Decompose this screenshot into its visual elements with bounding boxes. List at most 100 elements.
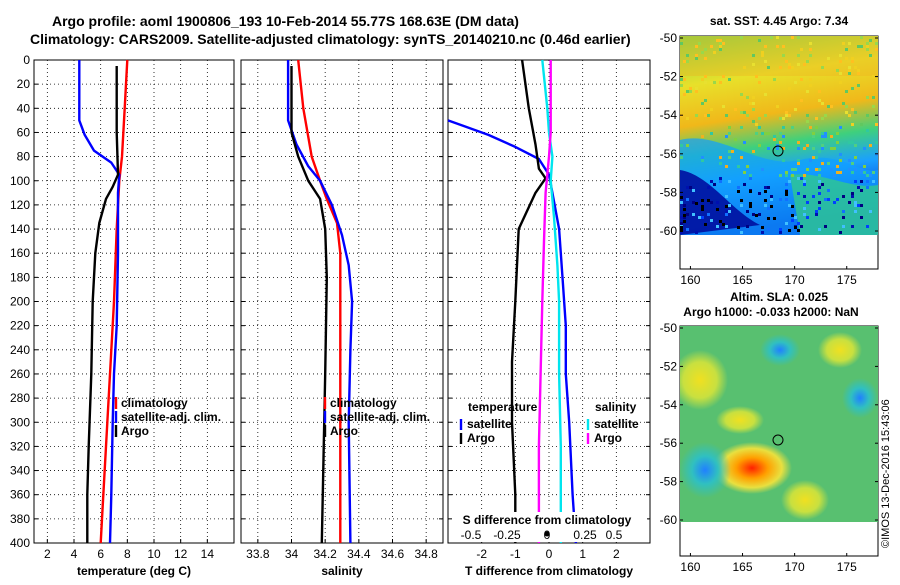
sst-pixel — [875, 123, 878, 126]
sst-pixel — [797, 159, 800, 162]
sst-pixel — [755, 132, 758, 135]
sst-pixel — [740, 156, 743, 159]
sst-pixel — [680, 156, 683, 159]
x-tick-label: 1 — [579, 547, 586, 561]
y-tick-label: 100 — [10, 174, 30, 188]
y-tick-label: 260 — [10, 367, 30, 381]
sst-pixel — [773, 78, 776, 81]
sst-pixel — [794, 108, 797, 111]
sst-pixel — [773, 138, 776, 141]
sst-pixel — [695, 45, 698, 48]
x-axis-label: T difference from climatology — [465, 564, 633, 578]
y-tick-label: 280 — [10, 391, 30, 405]
sst-pixel — [710, 132, 713, 135]
x-tick-label: 2 — [44, 547, 51, 561]
sst-pixel — [797, 63, 800, 66]
sst-pixel — [761, 168, 764, 171]
sst-pixel — [788, 180, 791, 183]
sst-pixel — [686, 117, 689, 120]
sst-pixel — [680, 201, 683, 204]
sla-anomaly-blob — [760, 334, 800, 366]
sst-pixel — [782, 135, 785, 138]
sst-pixel — [764, 114, 767, 117]
sst-pixel — [785, 183, 788, 186]
sst-pixel — [806, 144, 809, 147]
sst-pixel — [818, 186, 821, 189]
sst-pixel — [875, 42, 878, 45]
sst-pixel — [872, 171, 875, 174]
sst-pixel — [803, 207, 806, 210]
sst-pixel — [788, 63, 791, 66]
sst-pixel — [680, 226, 683, 229]
sst-pixel — [698, 42, 701, 45]
sst-pixel — [686, 54, 689, 57]
sst-pixel — [746, 165, 749, 168]
sst-pixel — [785, 171, 788, 174]
sst-pixel — [719, 177, 722, 180]
sst-pixel — [749, 177, 752, 180]
sst-pixel — [713, 81, 716, 84]
y-tick-label: 160 — [10, 246, 30, 260]
sst-pixel — [806, 201, 809, 204]
sst-pixel — [725, 135, 728, 138]
sst-pixel — [734, 108, 737, 111]
sst-pixel — [779, 228, 782, 231]
x-tick-label: -1 — [510, 547, 521, 561]
sst-pixel — [764, 93, 767, 96]
sst-pixel — [827, 198, 830, 201]
sst-pixel — [860, 123, 863, 126]
sst-pixel — [737, 190, 740, 193]
sst-map: sat. SST: 4.45 Argo: 7.34 -50 -52 -54 -56 -5… — [660, 14, 879, 287]
sst-pixel — [797, 147, 800, 150]
y-tick-label: 60 — [17, 125, 31, 139]
map-y-tick-label: -58 — [660, 475, 678, 489]
sst-pixel — [854, 180, 857, 183]
sst-pixel — [764, 132, 767, 135]
sst-pixel — [776, 45, 779, 48]
legend-label: satellite — [467, 417, 512, 431]
y-tick-label: 180 — [10, 270, 30, 284]
sst-pixel — [863, 171, 866, 174]
sst-pixel — [836, 171, 839, 174]
sst-pixel — [701, 78, 704, 81]
sst-pixel — [704, 81, 707, 84]
sst-pixel — [761, 226, 764, 229]
sst-pixel — [851, 141, 854, 144]
sst-pixel — [836, 69, 839, 72]
sst-pixel — [821, 162, 824, 165]
sst-pixel — [719, 180, 722, 183]
sst-pixel — [848, 168, 851, 171]
x-tick-label: -2 — [476, 547, 487, 561]
series-salinity-argo — [537, 60, 552, 543]
sst-pixel — [728, 78, 731, 81]
sst-pixel — [695, 114, 698, 117]
sst-pixel — [836, 132, 839, 135]
sst-pixel — [743, 66, 746, 69]
sst-pixel — [833, 147, 836, 150]
sla-map-subtitle: Argo h1000: -0.033 h2000: NaN — [683, 305, 858, 319]
sst-pixel — [779, 141, 782, 144]
sst-pixel — [866, 225, 869, 228]
legend-label: satellite-adj. clim. — [121, 410, 221, 424]
sst-argo-marker — [772, 145, 784, 157]
secondary-axis-label: S difference from climatology — [463, 513, 632, 527]
sst-pixel — [821, 183, 824, 186]
plot-frame — [33, 59, 235, 544]
sst-pixel — [779, 174, 782, 177]
y-tick-label: 80 — [17, 150, 31, 164]
sst-pixel — [866, 180, 869, 183]
sst-pixel — [845, 90, 848, 93]
sst-pixel — [770, 205, 773, 208]
sst-pixel — [872, 180, 875, 183]
sst-pixel — [758, 81, 761, 84]
sst-pixel — [683, 204, 686, 207]
sst-pixel — [866, 96, 869, 99]
map-y-tick-label: -58 — [660, 185, 678, 199]
sst-pixel — [827, 189, 830, 192]
sst-pixel — [854, 156, 857, 159]
map-y-tick-label: -60 — [660, 513, 678, 527]
sst-pixel — [800, 99, 803, 102]
sst-pixel — [824, 135, 827, 138]
sst-pixel — [728, 132, 731, 135]
